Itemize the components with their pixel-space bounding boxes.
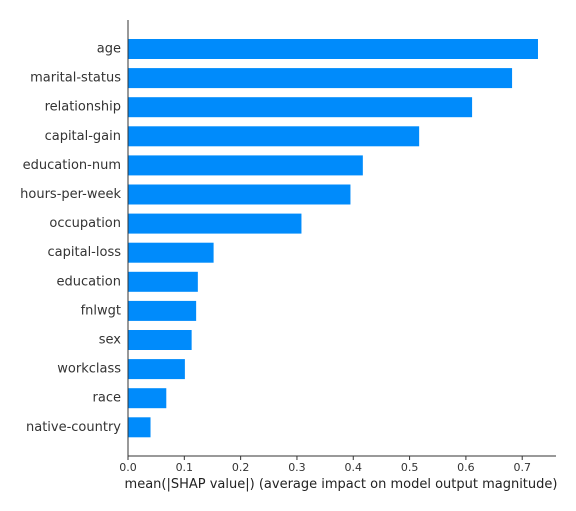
x-tick-label: 0.2 [232, 461, 250, 474]
x-ticks-group: 0.0 0.1 0.2 0.3 0.4 0.5 0.6 0.7 [119, 456, 531, 474]
bar-occupation [128, 213, 302, 234]
category-label-marital-status: marital-status [30, 71, 121, 86]
x-tick-label: 0.3 [288, 461, 306, 474]
x-tick-label: 0.6 [457, 461, 475, 474]
category-label-relationship: relationship [45, 100, 121, 115]
category-label-fnlwgt: fnlwgt [81, 303, 121, 318]
bar-sex [128, 330, 192, 350]
bar-capital-gain [128, 126, 420, 147]
category-label-native-country: native-country [26, 420, 121, 435]
category-label-hours-per-week: hours-per-week [20, 187, 121, 202]
bar-race [128, 388, 167, 409]
bar-education-num [128, 155, 363, 176]
bar-education [128, 271, 198, 292]
category-label-occupation: occupation [49, 216, 121, 231]
category-label-capital-gain: capital-gain [45, 129, 121, 144]
bar-fnlwgt [128, 300, 197, 321]
bar-native-country [128, 417, 151, 438]
category-label-age: age [97, 42, 121, 57]
x-tick-label: 0.1 [176, 461, 194, 474]
bar-workclass [128, 359, 185, 380]
category-labels-group: age marital-status relationship capital-gai… [20, 42, 121, 435]
x-axis-title: mean(|SHAP value|) (average impact on mo… [125, 477, 558, 492]
bar-age [128, 39, 538, 59]
bar-marital-status [128, 68, 513, 89]
x-tick-label: 0.7 [513, 461, 531, 474]
x-tick-label: 0.5 [401, 461, 419, 474]
bar-relationship [128, 97, 473, 118]
category-label-sex: sex [99, 333, 122, 348]
bar-hours-per-week [128, 184, 351, 205]
x-tick-label: 0.4 [345, 461, 363, 474]
category-label-race: race [93, 391, 121, 406]
category-label-workclass: workclass [57, 362, 121, 377]
category-label-education-num: education-num [23, 158, 121, 173]
category-label-education: education [56, 274, 121, 289]
category-label-capital-loss: capital-loss [48, 245, 122, 260]
bars-group [128, 39, 538, 438]
bar-capital-loss [128, 242, 214, 263]
x-tick-label: 0.0 [119, 461, 137, 474]
